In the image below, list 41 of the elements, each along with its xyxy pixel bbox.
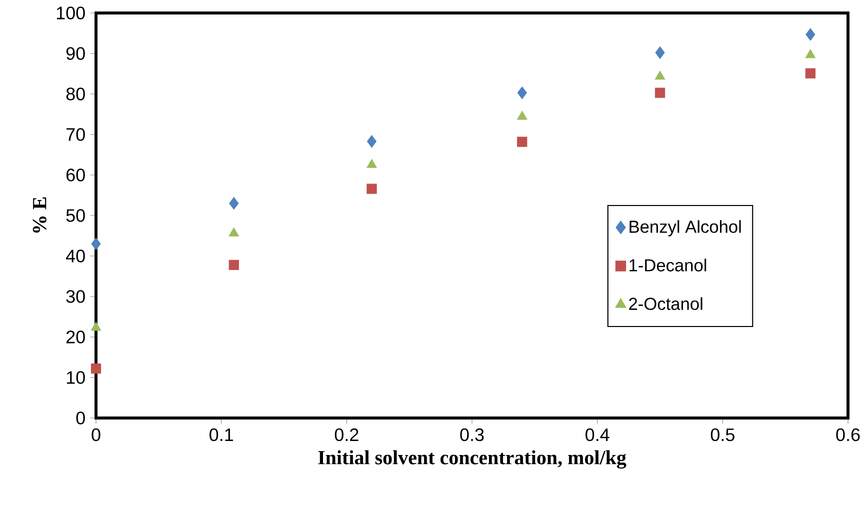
x-tick-label: 0.1 xyxy=(210,428,233,442)
point xyxy=(229,197,239,210)
x-axis-title: Initial solvent concentration, mol/kg xyxy=(318,450,626,469)
legend-label: Benzyl Alcohol xyxy=(630,220,741,236)
point xyxy=(654,70,666,80)
y-tick-label: 100 xyxy=(56,6,85,20)
y-tick-label: 50 xyxy=(66,209,85,222)
point xyxy=(228,260,239,270)
point xyxy=(366,135,377,148)
point xyxy=(90,322,102,331)
x-tick-label: 0.4 xyxy=(586,428,610,442)
y-tick-label: 30 xyxy=(66,290,85,303)
y-tick-label: 10 xyxy=(66,371,85,384)
x-tick-label: 0 xyxy=(92,428,100,442)
point xyxy=(90,364,102,374)
legend-label: 1-Decanol xyxy=(630,258,706,272)
point xyxy=(655,46,665,59)
point xyxy=(517,110,528,120)
point xyxy=(517,136,528,147)
x-tick-label: 0.3 xyxy=(460,428,484,442)
y-tick-label: 60 xyxy=(66,168,85,182)
point xyxy=(228,227,239,236)
y-tick-label: 40 xyxy=(66,250,85,262)
y-tick-label: 80 xyxy=(66,88,85,100)
x-tick-label: 0.5 xyxy=(710,428,734,442)
legend-label: 2-Octanol xyxy=(629,297,702,310)
point xyxy=(805,49,816,58)
point xyxy=(517,86,527,100)
point xyxy=(806,28,816,41)
x-tick-label: 0.6 xyxy=(836,428,860,442)
y-tick-label: 90 xyxy=(66,47,85,60)
y-tick-label: 0 xyxy=(76,412,85,424)
y-tick-label: 70 xyxy=(66,128,85,141)
point xyxy=(805,68,816,78)
x-tick-label: 0.2 xyxy=(334,428,358,442)
point xyxy=(91,238,101,250)
y-axis-title: % E xyxy=(32,197,46,233)
point xyxy=(366,184,377,194)
point xyxy=(654,88,666,98)
y-tick-label: 20 xyxy=(66,330,85,344)
point xyxy=(366,159,377,168)
